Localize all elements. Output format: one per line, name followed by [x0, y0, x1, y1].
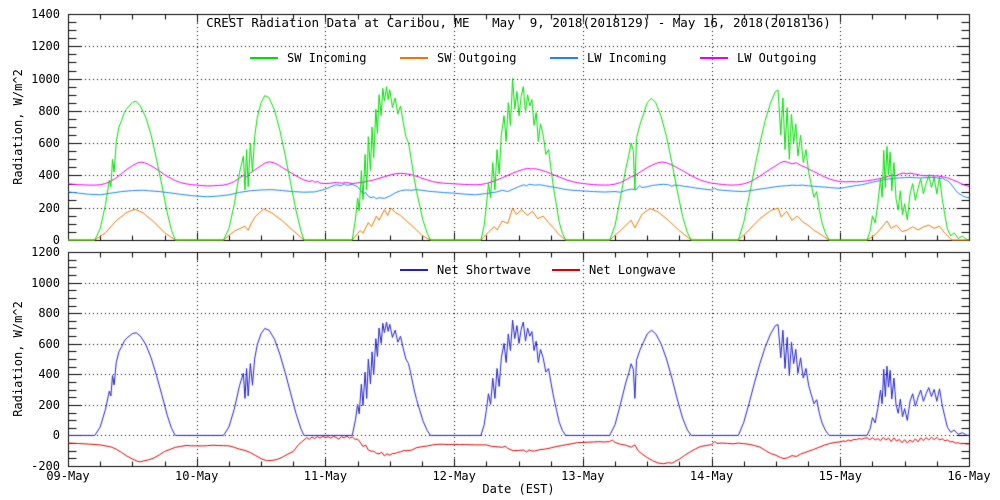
- radiation-chart-figure: CREST Radiation Data at Caribou, ME May …: [0, 0, 1000, 500]
- chart-canvas: [0, 0, 1000, 500]
